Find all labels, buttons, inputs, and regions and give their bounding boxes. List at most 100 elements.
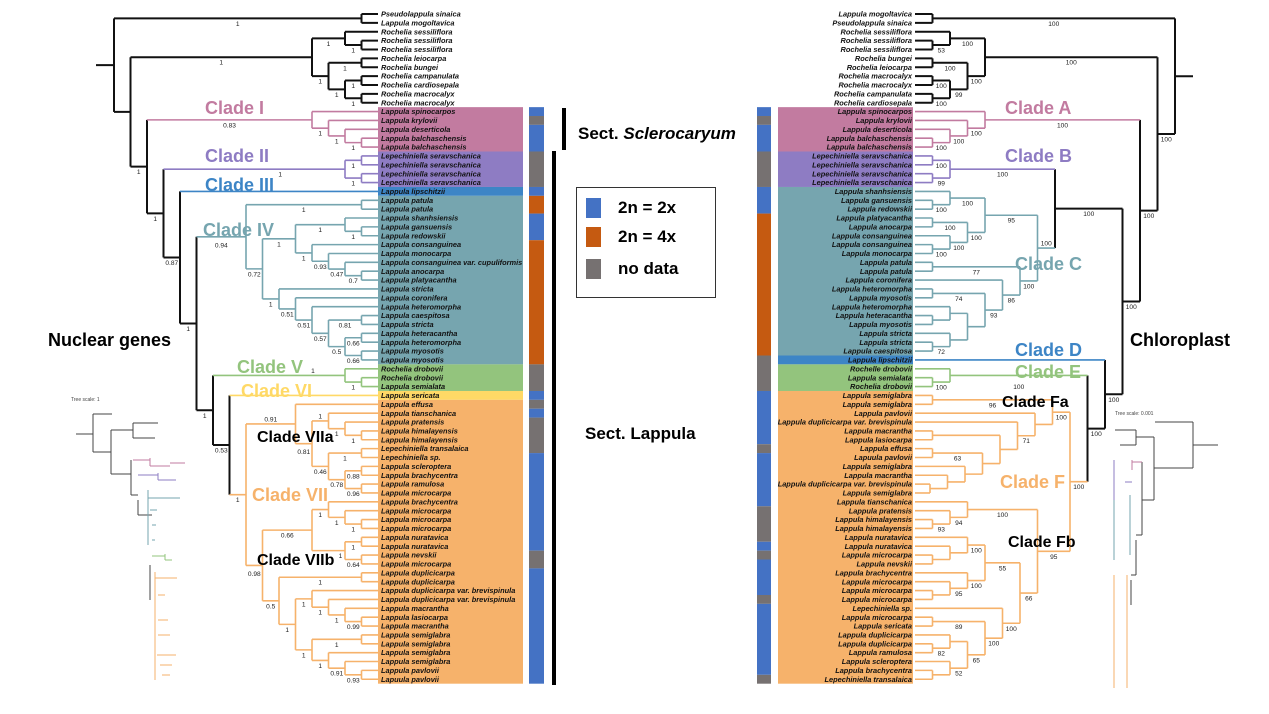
support-value: 100	[1073, 484, 1084, 491]
support-value: 0.51	[297, 323, 310, 330]
support-value: 66	[1025, 596, 1033, 603]
support-value: 93	[990, 313, 998, 320]
ploidy-segment-4x	[529, 195, 544, 214]
taxon-label: Lepechiniella seravschanica	[812, 169, 912, 178]
taxon-label: Lappula himalayensis	[381, 426, 458, 435]
support-value: 53	[938, 48, 946, 55]
taxon-label: Lappula duplicicarpa var. brevispinula	[778, 480, 912, 489]
taxon-label: Lappula patula	[860, 258, 912, 267]
support-value: 1	[318, 610, 322, 617]
support-value: 1	[351, 101, 355, 108]
tree-branches	[96, 13, 1193, 681]
support-value: 71	[1023, 438, 1031, 445]
clade-label-VIIa: Clade VIIa	[257, 429, 334, 446]
support-value: 1	[351, 385, 355, 392]
taxon-label: Lappula nuratavica	[845, 533, 912, 542]
support-value: 100	[1048, 21, 1059, 28]
taxon-label: Lappula duplicicarpa var. brevispinula	[778, 418, 912, 427]
support-value: 82	[938, 651, 946, 658]
support-value: 0.72	[248, 271, 261, 278]
clade-box-VI	[378, 390, 523, 400]
taxon-label: Rochelia macrocalyx	[381, 98, 455, 107]
taxon-label: Lepechiniella transalaica	[825, 675, 913, 684]
support-value: 1	[351, 234, 355, 241]
support-value: 0.5	[332, 349, 341, 356]
support-value: 0.46	[314, 469, 327, 476]
taxon-label: Lappula microcarpa	[842, 551, 912, 560]
taxon-label: Lappula myosotis	[381, 347, 444, 356]
taxon-label: Lappula nevskii	[857, 560, 913, 569]
support-value: 100	[962, 41, 973, 48]
support-value: 100	[1161, 136, 1172, 143]
ploidy-segment-2x	[529, 408, 544, 418]
support-value: 100	[971, 235, 982, 242]
support-value: 0.98	[248, 571, 261, 578]
taxon-label: Rochelia sessiliflora	[381, 45, 452, 54]
support-value: 1	[277, 241, 281, 248]
clade-box-B	[778, 151, 913, 187]
support-value: 99	[938, 181, 946, 188]
taxon-label: Lappula duplicicarpa	[838, 631, 912, 640]
sect-prefix: Sect.	[578, 124, 619, 143]
support-value: 0.47	[330, 272, 343, 279]
right-tree-scale: Tree scale: 0.001	[1115, 411, 1154, 417]
support-value: 1	[335, 520, 339, 527]
ploidy-segment-2x	[757, 107, 771, 117]
taxon-label: Lappula consanguinea	[832, 231, 912, 240]
clade-box-III	[378, 186, 523, 196]
support-value: 94	[955, 520, 963, 527]
taxon-label: Lappula stricta	[381, 320, 434, 329]
legend-label: 2n = 2x	[618, 198, 677, 217]
support-value: 100	[1126, 304, 1137, 311]
ploidy-segment-nd	[757, 116, 771, 125]
taxon-label: Lappula microcarpa	[381, 524, 451, 533]
support-value: 1	[351, 145, 355, 152]
taxon-label: Lepechiniella seravschanica	[812, 178, 912, 187]
support-value: 1	[203, 413, 207, 420]
support-value: 100	[1006, 626, 1017, 633]
support-value: 95	[1050, 554, 1058, 561]
support-value: 100	[936, 101, 947, 108]
support-value: 0.96	[347, 491, 360, 498]
taxon-label: Lappula lipschitzii	[381, 187, 446, 196]
legend-item-4x: 2n = 4x	[586, 226, 676, 248]
taxon-label: Lappula deserticola	[381, 125, 450, 134]
support-value: 0.91	[330, 671, 343, 678]
nuclear-genes-title: Nuclear genes	[48, 330, 172, 350]
support-value: 100	[971, 583, 982, 590]
taxon-label: Lappula krylovii	[381, 116, 438, 125]
taxon-label: Lappula patula	[860, 267, 912, 276]
taxon-label: Rochelia drobovii	[850, 382, 913, 391]
taxon-label: Lappula stricta	[859, 329, 912, 338]
ploidy-segment-2x	[757, 559, 771, 595]
support-value: 100	[997, 172, 1008, 179]
ploidy-segment-2x	[757, 603, 771, 675]
support-value: 100	[944, 65, 955, 72]
support-value: 100	[1041, 241, 1052, 248]
support-value: 100	[971, 131, 982, 138]
taxon-label: Lappula duplicicarpa	[381, 577, 455, 586]
taxon-label: Rochelia bungei	[381, 63, 439, 72]
taxon-label: Lappula semiglabra	[381, 631, 450, 640]
legend-item-nodata: no data	[586, 258, 678, 280]
support-value: 1	[351, 83, 355, 90]
taxon-label: Rochelia campanulata	[834, 89, 912, 98]
left-mini-tree	[76, 413, 185, 680]
support-value: 99	[955, 92, 963, 99]
support-value: 100	[1083, 211, 1094, 218]
taxon-label: Lappula ramulosa	[381, 480, 444, 489]
taxon-label: Lappula semiglabra	[843, 400, 912, 409]
taxon-label: Lappula brachycentra	[381, 471, 458, 480]
support-value: 1	[318, 663, 322, 670]
taxon-label: Lappula balchaschensis	[381, 143, 466, 152]
taxon-label: Lappula balchaschensis	[827, 143, 912, 152]
support-value: 0.87	[165, 260, 178, 267]
legend-swatch-2x	[586, 198, 601, 218]
ploidy-segment-2x	[757, 186, 771, 214]
support-value: 1	[318, 227, 322, 234]
taxon-label: Lepechiniella seravschanica	[381, 178, 481, 187]
support-value: 1	[335, 431, 339, 438]
ploidy-segment-2x	[529, 124, 544, 152]
clade-label-C: Clade C	[1015, 254, 1083, 274]
taxon-label: Lappula caespitosa	[381, 311, 450, 320]
